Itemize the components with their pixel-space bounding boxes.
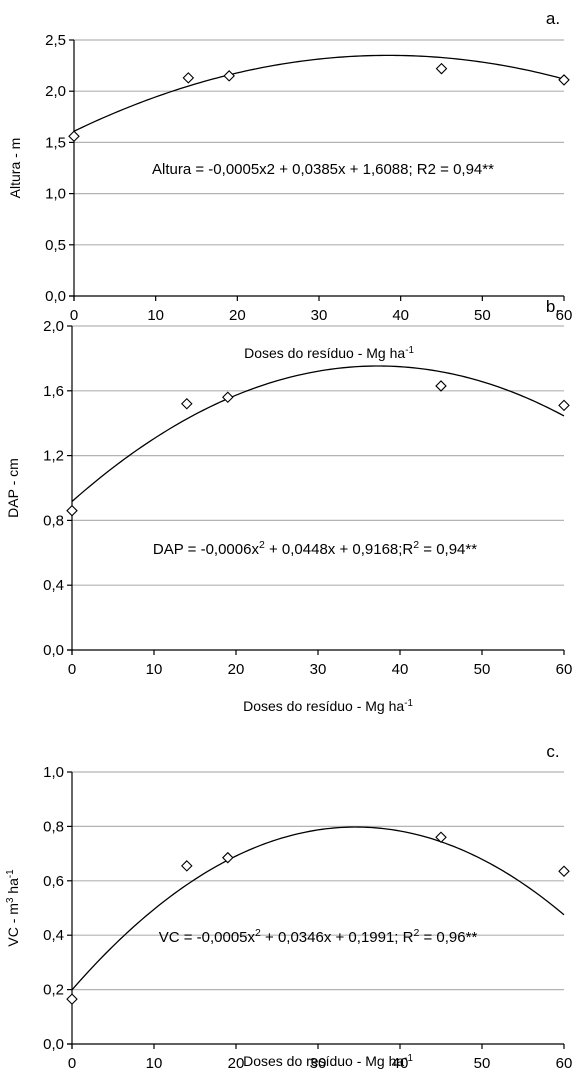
- trend-curve: [73, 54, 565, 132]
- x-tick-label: 20: [228, 1055, 245, 1072]
- y-tick-label: 0,8: [43, 512, 64, 529]
- y-tick-label: 2,0: [45, 83, 66, 100]
- x-tick-label: 40: [392, 307, 409, 324]
- y-tick-label: 0,4: [43, 577, 64, 594]
- x-tick-label: 50: [474, 1055, 491, 1072]
- x-axis-title: Doses do resíduo - Mg ha-1: [243, 1053, 413, 1070]
- x-tick-label: 60: [556, 1055, 573, 1072]
- x-tick-label: 10: [146, 661, 163, 678]
- data-point: [222, 851, 234, 864]
- y-tick-label: 0,4: [43, 927, 64, 944]
- x-tick-label: 30: [310, 661, 327, 678]
- y-tick-label: 2,0: [43, 318, 64, 335]
- y-tick-label: 0,0: [43, 1036, 64, 1053]
- panel-b: 0,0 0,4 0,8 1,2 1,6 2,0 0 10 20 30 40 50 60 DAP = -0,…: [5, 297, 572, 714]
- x-tick-label: 40: [392, 661, 409, 678]
- trend-curve: [71, 826, 565, 991]
- x-axis-title: Doses do resíduo - Mg ha-1: [244, 345, 414, 362]
- x-tick-label: 20: [229, 307, 246, 324]
- y-tick-label: 0,2: [43, 982, 64, 999]
- x-tick-label: 30: [311, 307, 328, 324]
- y-axis-title: DAP - cm: [5, 458, 21, 518]
- y-tick-label: 1,0: [45, 186, 66, 203]
- panel-label: a.: [546, 9, 560, 28]
- trend-equation: DAP = -0,0006x2 + 0,0448x + 0,9168;R2 = …: [153, 539, 477, 558]
- y-axis-title: VC - m3 ha-1: [5, 869, 22, 946]
- data-point: [222, 391, 234, 404]
- y-tick-label: 0,8: [43, 818, 64, 835]
- x-tick-label: 10: [147, 307, 164, 324]
- trend-equation: VC = -0,0005x2 + 0,0346x + 0,1991; R2 = …: [159, 927, 478, 946]
- x-tick-label: 10: [146, 1055, 163, 1072]
- x-tick-label: 0: [68, 661, 76, 678]
- x-tick-label: 60: [556, 661, 573, 678]
- panel-a: 0,0 0,5 1,0 1,5 2,0 2,5 0 10 20 30 40 50 60 Altura = …: [7, 9, 572, 361]
- data-point: [558, 74, 570, 86]
- x-tick-label: 0: [70, 307, 78, 324]
- y-axis-title: Altura - m: [7, 138, 23, 199]
- panel-label: c.: [546, 742, 559, 761]
- x-axis-title: Doses do resíduo - Mg ha-1: [243, 698, 413, 715]
- data-point: [435, 62, 448, 75]
- data-point: [66, 504, 78, 517]
- trend-equation: Altura = -0,0005x2 + 0,0385x + 1,6088; R…: [152, 161, 494, 178]
- y-tick-label: 0,5: [45, 237, 66, 254]
- y-tick-label: 1,2: [43, 448, 64, 465]
- data-point: [558, 399, 570, 412]
- x-tick-label: 40: [392, 1055, 409, 1072]
- y-tick-label: 1,5: [45, 134, 66, 151]
- data-point: [68, 130, 80, 143]
- data-point: [66, 993, 78, 1005]
- x-tick-label: 20: [228, 661, 245, 678]
- data-point: [182, 72, 195, 84]
- x-tick-label: 0: [68, 1055, 76, 1072]
- y-tick-label: 0,6: [43, 873, 64, 890]
- x-tick-label: 50: [474, 661, 491, 678]
- y-tick-label: 2,5: [45, 32, 66, 49]
- y-tick-label: 0,0: [45, 288, 66, 305]
- y-tick-label: 1,0: [43, 764, 64, 781]
- panel-c: 0,0 0,2 0,4 0,6 0,8 1,0 0 10 20 30 40 50 60 VC = -0,0…: [5, 742, 573, 1072]
- x-tick-label: 50: [474, 307, 491, 324]
- trend-curve: [71, 365, 565, 502]
- data-point: [223, 70, 235, 82]
- x-tick-label: 60: [556, 307, 573, 324]
- data-point: [558, 865, 570, 878]
- panel-label: b.: [546, 297, 560, 316]
- data-point: [181, 860, 193, 872]
- y-tick-label: 0,0: [43, 642, 64, 659]
- data-point: [435, 831, 447, 844]
- data-point: [435, 380, 447, 392]
- x-tick-label: 30: [310, 1055, 327, 1072]
- data-point: [181, 397, 193, 410]
- y-tick-label: 1,6: [43, 383, 64, 400]
